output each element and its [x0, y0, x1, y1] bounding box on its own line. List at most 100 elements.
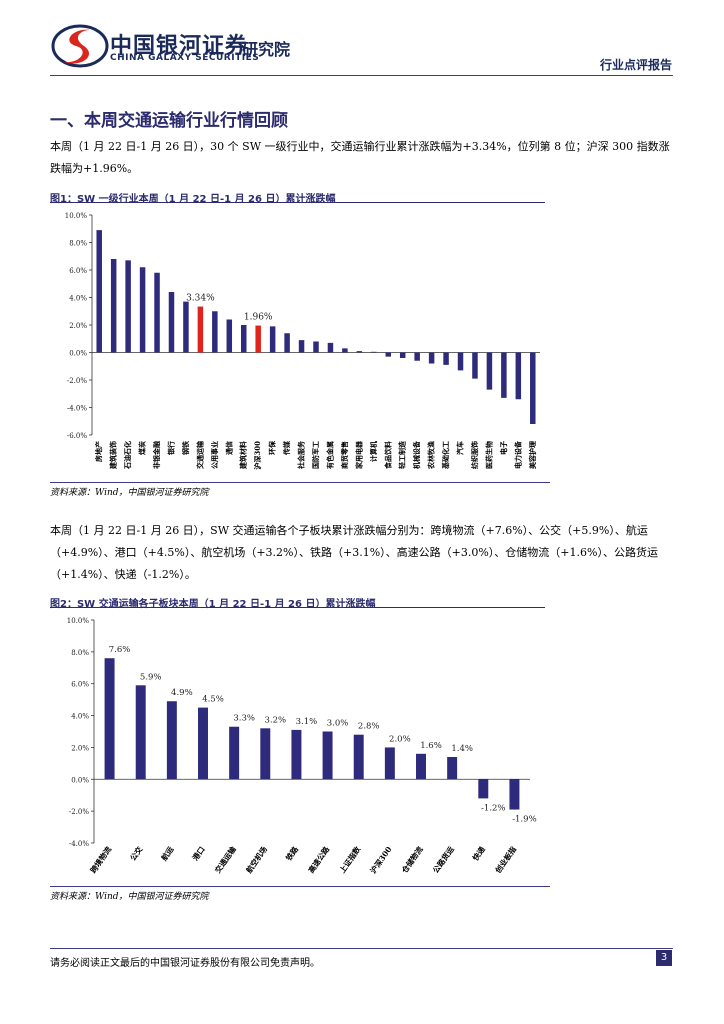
bar-高速公路 [322, 731, 333, 780]
bar-沪深300 [384, 747, 395, 780]
bar-航运 [166, 701, 177, 780]
category-label: 建筑材料 [239, 441, 248, 469]
bar-交通运输 [197, 306, 204, 353]
data-label: 1.6% [420, 741, 442, 751]
category-label: 公交 [128, 844, 145, 862]
category-label: 非银金融 [152, 441, 161, 469]
category-label: 机械设备 [412, 440, 421, 469]
page-number: 3 [656, 950, 672, 966]
category-label: 沪深300 [368, 844, 394, 875]
category-label: 公用事业 [210, 441, 219, 469]
y-tick-label: 2.0% [71, 744, 89, 752]
bar-食品饮料 [385, 352, 392, 357]
bar-公交 [135, 685, 146, 780]
category-label: 通信 [224, 441, 233, 455]
category-label: 轻工制造 [398, 440, 407, 469]
bar-轻工制造 [399, 352, 406, 358]
data-label: 4.9% [171, 688, 193, 698]
data-label: 7.6% [109, 645, 131, 655]
category-label: 高速公路 [306, 844, 332, 875]
bar-房地产 [96, 230, 102, 353]
galaxy-logo [51, 24, 109, 68]
bar-农林牧渔 [428, 352, 435, 364]
section-title: 一、本周交通运输行业行情回顾 [50, 111, 288, 131]
category-label: 港口 [190, 844, 207, 862]
data-label: 3.3% [233, 714, 255, 724]
category-label: 有色金属 [325, 441, 334, 469]
data-label: 1.4% [451, 744, 473, 754]
bar-通信 [226, 319, 233, 353]
paragraph-subsector-summary: 本周（1 月 22 日-1 月 26 日），SW 交通运输各个子板块累计涨跌幅分… [50, 524, 658, 581]
data-label: 1.96% [244, 313, 273, 323]
category-label: 电力设备 [513, 440, 522, 469]
figure2-title: 图2：SW 交通运输各子板块本周（1 月 22 日-1 月 26 日）累计涨跌幅 [50, 599, 376, 610]
data-label: -1.9% [512, 815, 536, 825]
data-label: 2.8% [358, 722, 380, 732]
category-label: 沪深300 [253, 441, 262, 470]
bar-公路货运 [447, 756, 458, 780]
category-label: 环保 [268, 440, 277, 455]
bar-医药生物 [486, 352, 493, 390]
data-label: -1.2% [481, 803, 505, 813]
bar-基础化工 [443, 352, 449, 365]
category-label: 快递 [470, 844, 487, 862]
figure1-bottom-rule [50, 482, 550, 483]
bar-银行 [168, 292, 175, 353]
bar-沪深300 [255, 325, 261, 353]
category-label: 交通运输 [212, 844, 238, 875]
data-label: 5.9% [140, 672, 162, 682]
category-label: 创业板指 [492, 844, 518, 876]
bar-电子 [501, 352, 507, 398]
category-label: 建筑装饰 [109, 441, 118, 469]
bar-港口 [198, 707, 208, 780]
figure1-source: 资料来源：Wind，中国银河证券研究院 [50, 488, 209, 498]
category-label: 仓储物流 [399, 844, 425, 876]
category-label: 航运 [159, 844, 176, 862]
category-label: 医药生物 [484, 441, 493, 469]
paragraph-industry-summary: 本周（1 月 22 日-1 月 26 日），30 个 SW 一级行业中，交通运输… [50, 140, 670, 175]
category-label: 计算机 [369, 441, 378, 462]
bar-煤炭 [139, 267, 146, 353]
y-tick-label: -4.0% [69, 840, 89, 848]
figure2-chart: 10.0%8.0%6.0%4.0%2.0%0.0%-2.0%-4.0%跨境物流公… [67, 617, 537, 876]
bar-非银金融 [154, 272, 160, 353]
header-divider [50, 75, 673, 76]
category-label: 跨境物流 [88, 844, 114, 875]
brand-name-cn: 中国银河证券 [110, 34, 249, 59]
category-label: 农林牧渔 [427, 441, 436, 470]
y-tick-label: 10.0% [65, 212, 88, 220]
y-tick-label: 10.0% [67, 617, 90, 625]
bar-美容护理 [530, 352, 536, 424]
y-tick-label: -4.0% [67, 405, 87, 413]
y-tick-label: 2.0% [69, 322, 87, 330]
category-label: 家用电器 [354, 440, 363, 469]
category-label: 电子 [499, 441, 508, 455]
figure1-chart: 10.0% 8.0% 6.0% 4.0% 2.0% 0.0% -2.0% -4.0% -6.0%… [65, 212, 540, 470]
bar-钢铁 [183, 301, 189, 353]
figure2-source: 资料来源：Wind，中国银河证券研究院 [50, 892, 209, 902]
category-label: 交通运输 [195, 440, 204, 469]
y-tick-label: 0.0% [71, 776, 89, 784]
category-label: 房地产 [94, 441, 103, 462]
figure1-title: 图1：SW 一级行业本周（1 月 22 日-1 月 26 日）累计涨跌幅 [50, 194, 336, 205]
bar-仓储物流 [416, 753, 426, 780]
category-label: 铁路 [283, 844, 300, 862]
figure2-title-rule [50, 607, 545, 608]
footer-disclaimer: 请务必阅读正文最后的中国银河证券股份有限公司免责声明。 [50, 958, 320, 969]
footer-divider [50, 948, 673, 949]
bar-环保 [269, 326, 276, 353]
bar-石油石化 [125, 260, 131, 353]
brand-name-en: CHINA GALAXY SECURITIES [110, 53, 260, 63]
bar-计算机 [371, 351, 377, 353]
bar-社会服务 [298, 340, 305, 353]
category-label: 基础化工 [441, 441, 450, 470]
category-label: 汽车 [456, 441, 465, 455]
category-label: 国防军工 [311, 441, 320, 469]
y-tick-label: 0.0% [69, 350, 87, 358]
data-label: 3.34% [186, 294, 215, 304]
bar-上证指数 [353, 734, 364, 780]
bar-纺织服饰 [472, 352, 478, 379]
figure2-bottom-rule [50, 886, 550, 887]
bar-汽车 [457, 352, 464, 371]
category-label: 传媒 [282, 440, 291, 456]
